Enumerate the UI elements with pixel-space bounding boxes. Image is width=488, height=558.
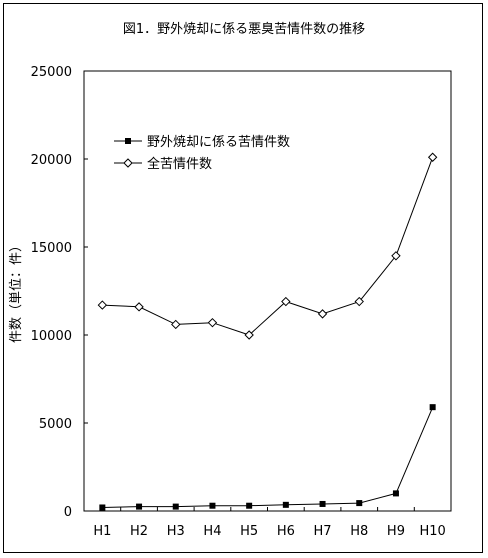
data-point <box>282 501 289 508</box>
data-point <box>429 404 436 411</box>
data-point <box>171 319 181 330</box>
series-1 <box>99 404 436 511</box>
y-tick-label: 25000 <box>31 65 72 80</box>
x-tick-label: H2 <box>130 524 148 539</box>
data-point <box>391 251 401 261</box>
data-point <box>317 309 328 319</box>
data-point <box>209 502 216 509</box>
data-point <box>427 152 438 162</box>
y-axis-label: 件数（単位：件） <box>8 239 24 343</box>
chart-title: 図1．野外焼却に係る悪臭苦情件数の推移 <box>123 21 365 37</box>
data-point <box>134 302 144 312</box>
data-point <box>281 296 291 307</box>
legend-marker-total <box>123 158 133 168</box>
x-tick-label: H6 <box>277 524 295 539</box>
x-tick-label: H3 <box>167 524 185 539</box>
x-tick-label: H1 <box>93 524 111 539</box>
y-tick-label: 0 <box>64 505 72 520</box>
series-2 <box>97 152 438 340</box>
data-point <box>99 504 106 511</box>
y-tick-label: 10000 <box>31 329 72 344</box>
x-tick-label: H8 <box>350 524 368 539</box>
x-tick-label: H5 <box>240 524 258 539</box>
data-point <box>97 300 108 310</box>
x-tick-label: H9 <box>387 524 405 539</box>
y-tick-label: 15000 <box>31 241 72 256</box>
data-point <box>244 330 254 340</box>
legend-label-total: 全苦情件数 <box>147 156 212 172</box>
y-axis: 0 5000 10000 15000 20000 25000 <box>31 65 88 520</box>
data-point <box>136 503 143 510</box>
data-point <box>319 500 326 507</box>
data-point <box>392 490 399 497</box>
data-point <box>207 317 218 328</box>
data-point <box>246 502 253 509</box>
x-axis: H1 H2 H3 H4 H5 H6 H7 H8 H9 H10 <box>93 507 446 539</box>
y-tick-label: 5000 <box>39 417 72 432</box>
x-tick-label: H4 <box>203 524 221 539</box>
data-point <box>356 500 363 507</box>
series-line <box>102 407 434 508</box>
series-layer <box>97 152 438 511</box>
x-tick-label: H7 <box>314 524 332 539</box>
data-point <box>172 503 179 510</box>
series-line <box>102 157 434 336</box>
legend-label-outdoor-burning: 野外焼却に係る苦情件数 <box>147 134 290 150</box>
x-tick-label: H10 <box>419 524 445 539</box>
legend-marker-outdoor-burning <box>125 138 131 144</box>
legend: 野外焼却に係る苦情件数 全苦情件数 <box>114 134 290 172</box>
chart-frame <box>3 3 483 553</box>
y-tick-label: 20000 <box>31 153 72 168</box>
data-point <box>354 296 364 307</box>
